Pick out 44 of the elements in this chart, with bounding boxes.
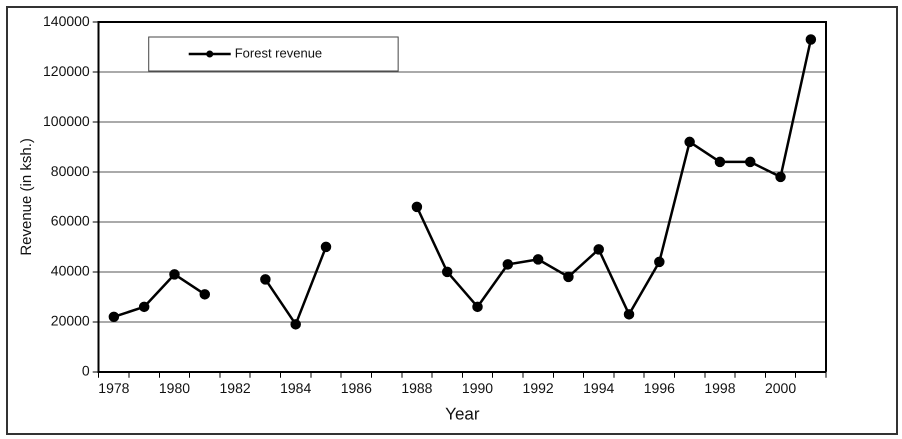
point	[108, 312, 120, 322]
y-axis-title: Revenue (in ksh.)	[18, 138, 36, 256]
y-tick-label: 20000	[50, 312, 90, 329]
x-axis-title: Year	[445, 404, 480, 424]
x-tick-label: 1986	[340, 380, 372, 396]
x-tick-label: 1982	[220, 380, 251, 396]
x-tick-label: 1978	[98, 380, 130, 396]
point	[320, 242, 332, 252]
point	[775, 172, 786, 182]
point	[502, 259, 514, 270]
point	[200, 289, 210, 300]
y-tick-label: 40000	[50, 262, 90, 279]
point	[532, 254, 544, 265]
x-tick-label: 1994	[583, 380, 615, 396]
point	[654, 256, 665, 268]
point	[714, 156, 726, 168]
point	[624, 309, 634, 320]
point	[138, 302, 150, 312]
point	[744, 156, 756, 168]
y-tick-label: 120000	[43, 62, 90, 79]
point	[806, 34, 816, 45]
point	[412, 202, 422, 212]
x-tick-label: 1988	[401, 380, 433, 396]
x-tick-label: 1998	[704, 380, 736, 396]
x-tick-label: 1992	[522, 380, 554, 396]
point	[563, 272, 574, 282]
x-tick-label: 1996	[644, 380, 676, 396]
point	[684, 136, 695, 148]
x-tick-label: 2000	[764, 380, 796, 396]
legend-label: Forest revenue	[234, 46, 322, 61]
point	[593, 244, 604, 255]
y-tick-label: 0	[82, 362, 90, 379]
y-tick-label: 140000	[43, 12, 90, 29]
point	[260, 274, 271, 285]
y-tick-label: 100000	[43, 112, 90, 129]
point	[472, 302, 483, 312]
point	[290, 319, 301, 330]
x-tick-label: 1990	[462, 380, 494, 396]
y-tick-label: 60000	[50, 212, 90, 229]
x-tick-label: 1984	[280, 380, 312, 396]
point	[442, 266, 452, 278]
y-tick-label: 80000	[50, 162, 90, 179]
point	[169, 269, 180, 280]
x-tick-label: 1980	[158, 380, 190, 396]
